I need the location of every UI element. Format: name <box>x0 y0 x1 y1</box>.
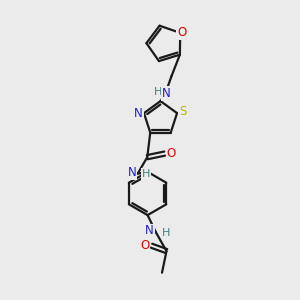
Text: H: H <box>142 169 151 179</box>
Text: H: H <box>161 227 170 238</box>
Text: N: N <box>128 166 136 179</box>
Text: O: O <box>177 26 186 39</box>
Text: N: N <box>134 106 143 120</box>
Text: N: N <box>145 224 154 238</box>
Text: H: H <box>154 88 162 98</box>
Text: O: O <box>140 239 149 252</box>
Text: N: N <box>162 87 171 100</box>
Text: O: O <box>167 147 176 160</box>
Text: S: S <box>179 105 186 118</box>
